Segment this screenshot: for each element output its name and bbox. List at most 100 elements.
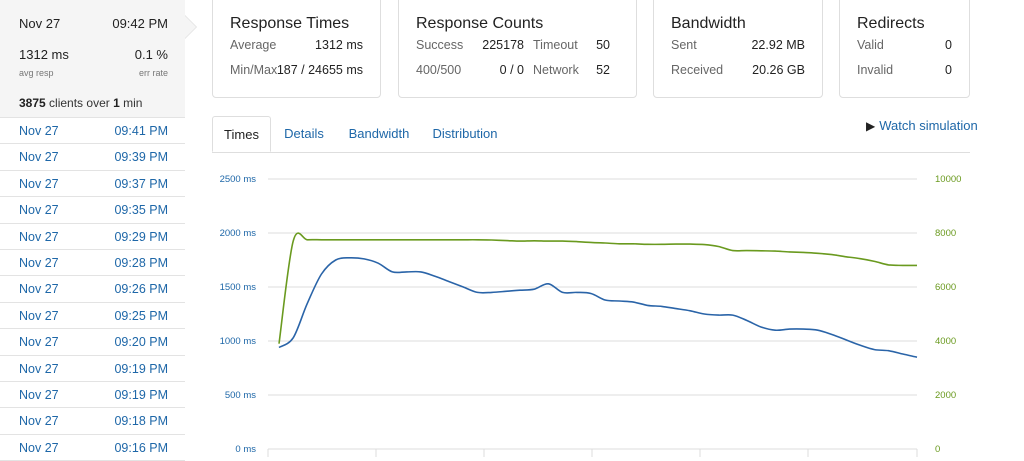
tab-times[interactable]: Times — [212, 116, 271, 152]
avg-resp-value: 1312 ms — [19, 47, 69, 62]
session-date: Nov 27 — [19, 361, 59, 376]
minmax-value: 187 / 24655 ms — [276, 63, 363, 77]
session-list-item[interactable]: Nov 27 09:20 PM — [0, 329, 185, 356]
invalid-label: Invalid — [857, 63, 894, 77]
response-counts-title: Response Counts — [416, 15, 544, 32]
session-list-item[interactable]: Nov 27 09:16 PM — [0, 435, 185, 461]
play-icon: ▶ — [866, 119, 876, 133]
left-axis-tick-label: 1000 ms — [220, 336, 257, 347]
timeout-label: Timeout — [533, 38, 578, 52]
clients-duration: 1 — [113, 96, 120, 110]
right-axis-tick-label: 6000 — [935, 282, 956, 293]
session-list-item[interactable]: Nov 27 09:37 PM — [0, 171, 185, 198]
right-axis-tick-label: 10000 — [935, 174, 961, 185]
session-time: 09:18 PM — [114, 414, 168, 429]
session-list-item[interactable]: Nov 27 09:28 PM — [0, 250, 185, 277]
err-rate-label: err rate — [138, 68, 168, 78]
left-axis-tick-label: 500 ms — [225, 390, 256, 401]
sent-label: Sent — [671, 38, 697, 52]
success-label: Success — [416, 38, 464, 52]
session-list-item[interactable]: Nov 27 09:19 PM — [0, 356, 185, 382]
session-list-item[interactable]: Nov 27 09:18 PM — [0, 408, 185, 435]
clients-unit: min — [123, 96, 143, 110]
selected-session[interactable]: Nov 27 09:42 PM 1312 ms 0.1 % avg resp e… — [0, 0, 185, 118]
session-time: 09:29 PM — [114, 229, 168, 244]
bandwidth-card: Bandwidth Sent 22.92 MB Received 20.26 G… — [653, 0, 823, 98]
session-list-item[interactable]: Nov 27 09:35 PM — [0, 197, 185, 224]
session-sidebar: Nov 27 09:42 PM 1312 ms 0.1 % avg resp e… — [0, 0, 197, 461]
session-date: Nov 27 — [19, 229, 59, 244]
session-date: Nov 27 — [19, 440, 59, 455]
watch-simulation-label: Watch simulation — [879, 118, 978, 133]
received-label: Received — [671, 63, 724, 77]
valid-label: Valid — [857, 38, 884, 52]
selected-time: 09:42 PM — [112, 16, 168, 31]
average-value: 1312 ms — [315, 38, 363, 52]
network-value: 52 — [596, 63, 610, 77]
session-time: 09:28 PM — [114, 255, 168, 270]
err-rate-value: 0.1 % — [134, 47, 168, 62]
session-time: 09:41 PM — [114, 124, 168, 138]
session-list-item[interactable]: Nov 27 09:41 PM — [0, 118, 185, 145]
session-date: Nov 27 — [19, 203, 59, 218]
left-axis-tick-label: 0 ms — [235, 444, 256, 455]
average-label: Average — [230, 38, 277, 52]
left-axis-tick-label: 1500 ms — [220, 282, 257, 293]
session-date: Nov 27 — [19, 387, 59, 402]
response-times-card: Response Times Average 1312 ms Min/Max 1… — [212, 0, 381, 98]
bandwidth-title: Bandwidth — [671, 15, 746, 32]
left-axis-tick-label: 2500 ms — [220, 174, 257, 185]
clients-count: 3875 — [19, 96, 46, 110]
session-time: 09:16 PM — [114, 440, 168, 455]
right-axis-tick-label: 2000 — [935, 390, 956, 401]
session-list-item[interactable]: Nov 27 09:39 PM — [0, 144, 185, 171]
avg-resp-label: avg resp — [19, 68, 54, 78]
tab-bandwidth[interactable]: Bandwidth — [348, 126, 410, 141]
right-axis-tick-label: 8000 — [935, 228, 956, 239]
session-date: Nov 27 — [19, 414, 59, 429]
session-time: 09:19 PM — [114, 361, 168, 376]
timeout-value: 50 — [596, 38, 610, 52]
session-time: 09:25 PM — [114, 308, 168, 323]
session-time: 09:39 PM — [114, 150, 168, 165]
minmax-label: Min/Max — [230, 63, 278, 77]
session-time: 09:37 PM — [114, 176, 168, 191]
clients-mid-text: clients over — [49, 96, 110, 110]
session-date: Nov 27 — [19, 255, 59, 270]
success-value: 225178 — [482, 38, 524, 52]
session-list-item[interactable]: Nov 27 09:19 PM — [0, 382, 185, 409]
clients-series-line — [278, 232, 918, 344]
redirects-card: Redirects Valid 0 Invalid 0 — [839, 0, 970, 98]
tab-details[interactable]: Details — [284, 126, 324, 141]
right-axis-tick-label: 4000 — [935, 336, 956, 347]
session-list: Nov 27 09:41 PM Nov 27 09:39 PM Nov 27 09:3… — [0, 118, 185, 461]
redirects-title: Redirects — [857, 15, 925, 32]
received-value: 20.26 GB — [752, 63, 805, 77]
session-list-item[interactable]: Nov 27 09:29 PM — [0, 224, 185, 250]
session-time: 09:35 PM — [114, 203, 168, 218]
chart-canvas: 0 ms 500 ms 1000 ms 1500 ms 2000 ms 2500 ms 0 2… — [220, 174, 961, 457]
response-times-title: Response Times — [230, 15, 350, 32]
session-list-item[interactable]: Nov 27 09:26 PM — [0, 276, 185, 303]
session-list-item[interactable]: Nov 27 09:25 PM — [0, 303, 185, 330]
right-axis-tick-label: 0 — [935, 444, 940, 455]
session-time: 09:20 PM — [114, 335, 168, 350]
chart-tabs: Times Details Bandwidth Distribution — [212, 116, 970, 153]
selected-date: Nov 27 — [19, 16, 61, 31]
session-date: Nov 27 — [19, 150, 59, 165]
session-date: Nov 27 — [19, 124, 59, 138]
valid-value: 0 — [945, 38, 952, 52]
watch-simulation-link[interactable]: ▶ Watch simulation — [866, 118, 978, 133]
invalid-value: 0 — [945, 63, 952, 77]
session-date: Nov 27 — [19, 335, 59, 350]
response-counts-card: Response Counts Success 225178 Timeout 5… — [398, 0, 637, 98]
session-date: Nov 27 — [19, 282, 59, 297]
status-400-500-value: 0 / 0 — [499, 63, 524, 77]
session-date: Nov 27 — [19, 308, 59, 323]
response-time-series-line — [278, 256, 918, 358]
session-time: 09:19 PM — [114, 387, 168, 402]
left-axis-tick-label: 2000 ms — [220, 228, 257, 239]
session-time: 09:26 PM — [114, 282, 168, 297]
selected-pointer — [185, 16, 196, 38]
tab-distribution[interactable]: Distribution — [432, 126, 498, 141]
